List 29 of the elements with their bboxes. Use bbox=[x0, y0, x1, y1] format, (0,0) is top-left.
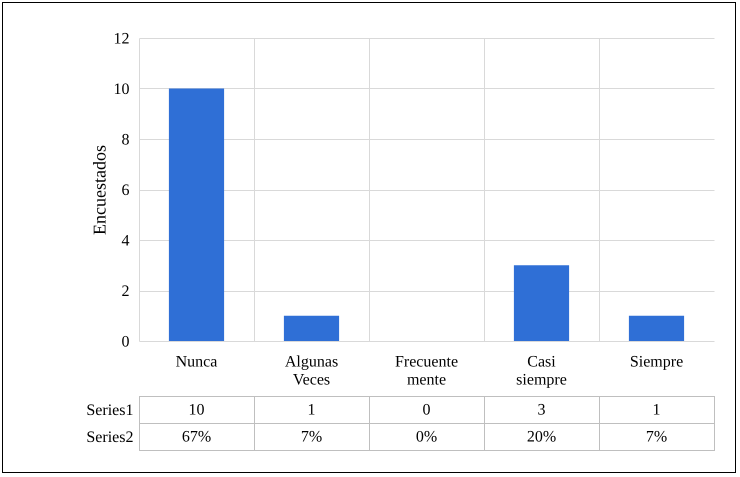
y-tick-label: 0 bbox=[122, 334, 130, 350]
text: 7% bbox=[646, 428, 668, 446]
text: Series1 bbox=[86, 402, 134, 419]
y-tick-label: 8 bbox=[122, 132, 130, 148]
text: 7% bbox=[300, 428, 322, 446]
y-tick-label: 6 bbox=[122, 182, 130, 199]
bar bbox=[168, 88, 224, 341]
text: 0% bbox=[416, 428, 438, 446]
x-tick-label: Frecuente mente bbox=[394, 354, 458, 388]
y-tick-label: 12 bbox=[114, 30, 130, 48]
x-tick-label: Nunca bbox=[176, 354, 218, 370]
x-tick-label: Casi siempre bbox=[516, 354, 567, 388]
data-label: 1 bbox=[308, 402, 316, 418]
data-label: 0 bbox=[422, 402, 430, 418]
data-label: 1 bbox=[652, 402, 660, 418]
y-tick-label: 4 bbox=[122, 232, 130, 250]
data-label: 3 bbox=[538, 402, 546, 418]
text: Series2 bbox=[86, 429, 134, 446]
text: 20% bbox=[526, 428, 556, 446]
y-tick-label: 10 bbox=[114, 81, 130, 98]
data-label: 10 bbox=[188, 402, 204, 418]
bar bbox=[514, 265, 570, 341]
bar bbox=[284, 316, 340, 341]
bar bbox=[628, 316, 684, 341]
y-tick-label: 2 bbox=[122, 283, 130, 300]
x-tick-label: Siempre bbox=[630, 354, 684, 370]
x-tick-label: Algunas Veces bbox=[284, 354, 338, 388]
text: 67% bbox=[182, 428, 212, 446]
y-axis-title: Encuestados bbox=[90, 145, 110, 235]
